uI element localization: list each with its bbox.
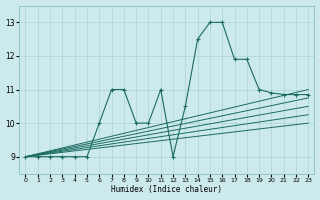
X-axis label: Humidex (Indice chaleur): Humidex (Indice chaleur) [111, 185, 222, 194]
